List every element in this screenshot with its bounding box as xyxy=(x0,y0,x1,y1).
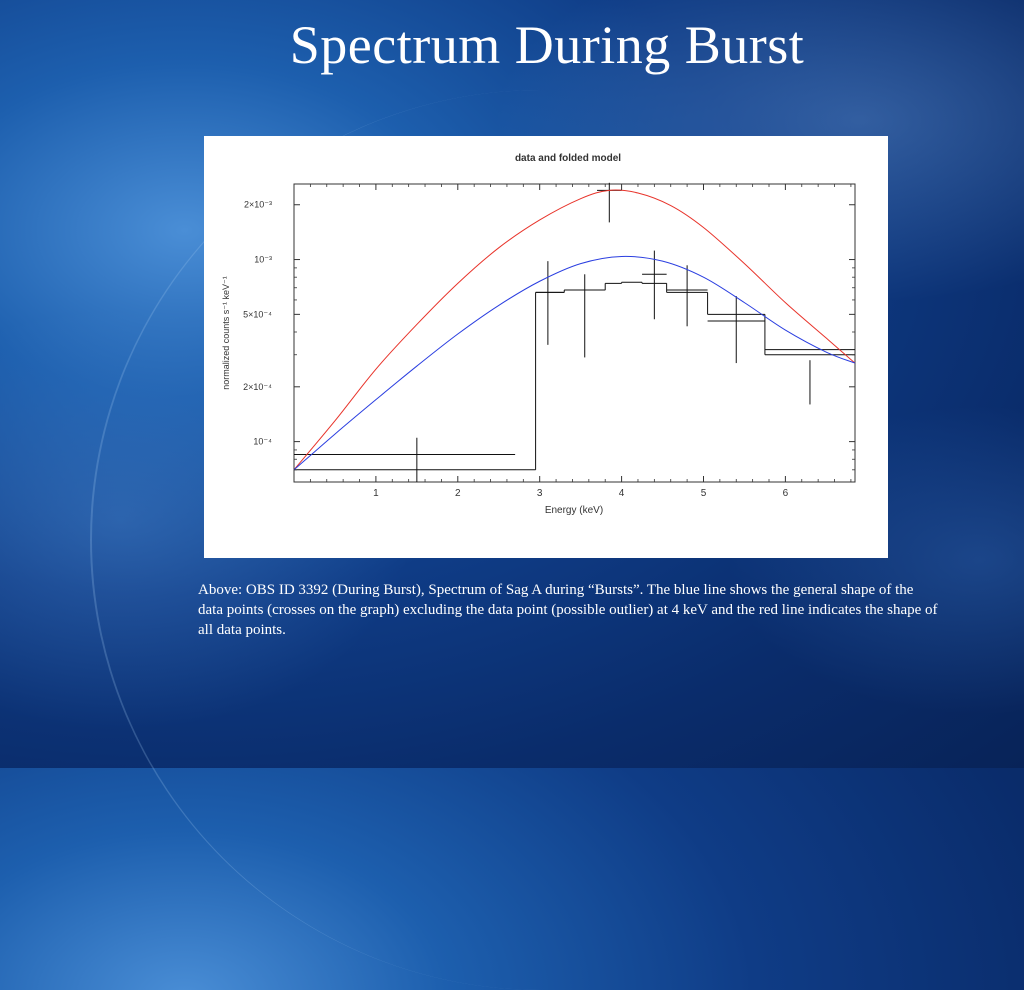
x-tick-label: 4 xyxy=(619,488,625,499)
y-tick-label: 2×10⁻³ xyxy=(244,200,272,210)
red-model-curve xyxy=(293,189,856,471)
y-tick-label: 10⁻⁴ xyxy=(253,437,272,447)
y-tick-label: 5×10⁻⁴ xyxy=(243,309,272,319)
chart-panel: data and folded model 1 2 3 4 5 6 10⁻⁴ 2×10⁻⁴ 5×… xyxy=(204,136,888,558)
chart-title: data and folded model xyxy=(515,153,621,164)
spectrum-chart: data and folded model 1 2 3 4 5 6 10⁻⁴ 2×10⁻⁴ 5×… xyxy=(221,153,856,516)
y-tick-label: 2×10⁻⁴ xyxy=(243,382,272,392)
slide-caption: Above: OBS ID 3392 (During Burst), Spect… xyxy=(198,582,938,638)
x-tick-label: 2 xyxy=(455,488,461,499)
y-axis-label: normalized counts s⁻¹ keV⁻¹ xyxy=(221,276,231,390)
y-tick-label: 10⁻³ xyxy=(254,255,272,265)
x-tick-label: 6 xyxy=(783,488,789,499)
x-axis-label: Energy (keV) xyxy=(545,505,603,516)
x-tick-label: 5 xyxy=(701,488,707,499)
plot-layer xyxy=(293,182,856,482)
slide-title: Spectrum During Burst xyxy=(289,15,805,75)
blue-model-curve xyxy=(293,255,856,471)
x-tick-label: 1 xyxy=(373,488,379,499)
axis-layer: 1 2 3 4 5 6 10⁻⁴ 2×10⁻⁴ 5×10⁻⁴ 10⁻³ 2×10⁻³ xyxy=(243,184,855,499)
x-tick-label: 3 xyxy=(537,488,543,499)
plot-frame xyxy=(293,183,856,483)
